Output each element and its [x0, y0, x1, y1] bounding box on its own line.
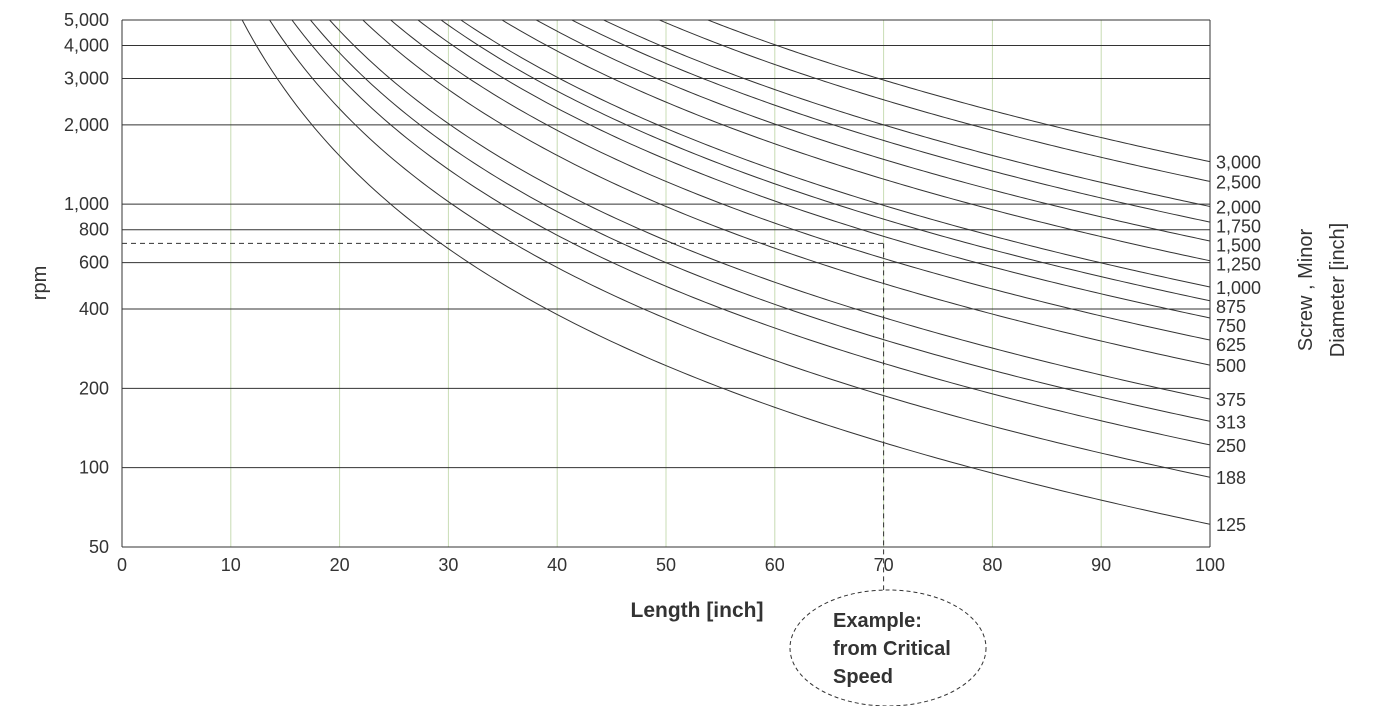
- curve-125: [241, 20, 1210, 525]
- curve-label-1750: 1,750: [1216, 216, 1261, 236]
- y-tick-label: 5,000: [64, 10, 109, 30]
- curve-label-750: 750: [1216, 316, 1246, 336]
- x-tick-label: 60: [765, 555, 785, 575]
- x-tick-labels: 0 10 20 30 40 50 60 70 80 90 100: [117, 555, 1225, 575]
- curve-625: [390, 20, 1210, 341]
- curve-2000: [603, 20, 1210, 207]
- curve-label-3000: 3,000: [1216, 153, 1261, 173]
- x-tick-label: 100: [1195, 555, 1225, 575]
- curve-500: [362, 20, 1210, 366]
- curve-313: [310, 20, 1210, 422]
- curve-label-313: 313: [1216, 412, 1246, 432]
- example-callout: Example: from Critical Speed: [789, 589, 987, 706]
- curve-1000: [460, 20, 1210, 288]
- x-tick-label: 50: [656, 555, 676, 575]
- curve-label-188: 188: [1216, 468, 1246, 488]
- curve-label-1250: 1,250: [1216, 254, 1261, 274]
- curve-label-250: 250: [1216, 436, 1246, 456]
- curve-1750: [571, 20, 1210, 223]
- example-text-line1: Example:: [833, 610, 922, 632]
- x-tick-label: 80: [982, 555, 1002, 575]
- speed-curves: [241, 20, 1210, 525]
- curve-3000: [707, 20, 1210, 163]
- curve-label-125: 125: [1216, 515, 1246, 535]
- y-tick-label: 3,000: [64, 68, 109, 88]
- y-tick-label: 200: [79, 378, 109, 398]
- x-tick-label: 40: [547, 555, 567, 575]
- example-callout-ellipse: [789, 589, 987, 706]
- x-tick-label: 30: [438, 555, 458, 575]
- curve-750: [417, 20, 1210, 319]
- y-tick-label: 1,000: [64, 194, 109, 214]
- curve-1250: [501, 20, 1210, 262]
- y-tick-label: 600: [79, 253, 109, 273]
- example-text-line2: from Critical: [833, 638, 951, 660]
- x-tick-label: 10: [221, 555, 241, 575]
- curve-1500: [536, 20, 1210, 242]
- y-tick-label: 50: [89, 537, 109, 557]
- y2-axis-title-line2: Diameter [inch]: [1327, 223, 1349, 358]
- x-tick-label: 70: [874, 555, 894, 575]
- y-tick-label: 800: [79, 220, 109, 240]
- y2-axis-title-line1: Screw , Minor: [1295, 229, 1317, 352]
- curve-label-875: 875: [1216, 297, 1246, 317]
- y-tick-label: 100: [79, 458, 109, 478]
- x-axis-title: Length [inch]: [631, 599, 764, 622]
- curve-label-2000: 2,000: [1216, 197, 1261, 217]
- curve-875: [440, 20, 1210, 302]
- x-tick-label: 20: [330, 555, 350, 575]
- curve-label-1500: 1,500: [1216, 235, 1261, 255]
- y-tick-label: 2,000: [64, 115, 109, 135]
- y-tick-label: 4,000: [64, 36, 109, 56]
- curve-label-1000: 1,000: [1216, 278, 1261, 298]
- y-tick-label: 400: [79, 299, 109, 319]
- y-tick-labels: 5,000 4,000 3,000 2,000 1,000 800 600 400 200 100…: [64, 10, 109, 557]
- x-tick-label: 0: [117, 555, 127, 575]
- curve-label-500: 500: [1216, 356, 1246, 376]
- horizontal-gridlines: [122, 19, 1210, 469]
- y-axis-title: rpm: [29, 266, 51, 300]
- curve-label-2500: 2,500: [1216, 172, 1261, 192]
- example-guide-lines: [122, 242, 885, 590]
- curve-2500: [659, 20, 1210, 182]
- example-text-line3: Speed: [833, 666, 893, 688]
- curve-label-375: 375: [1216, 390, 1246, 410]
- curve-250: [291, 20, 1210, 446]
- axes: [121, 20, 1211, 548]
- x-tick-label: 90: [1091, 555, 1111, 575]
- curve-label-625: 625: [1216, 335, 1246, 355]
- curve-188: [269, 20, 1210, 478]
- curve-375: [329, 20, 1210, 400]
